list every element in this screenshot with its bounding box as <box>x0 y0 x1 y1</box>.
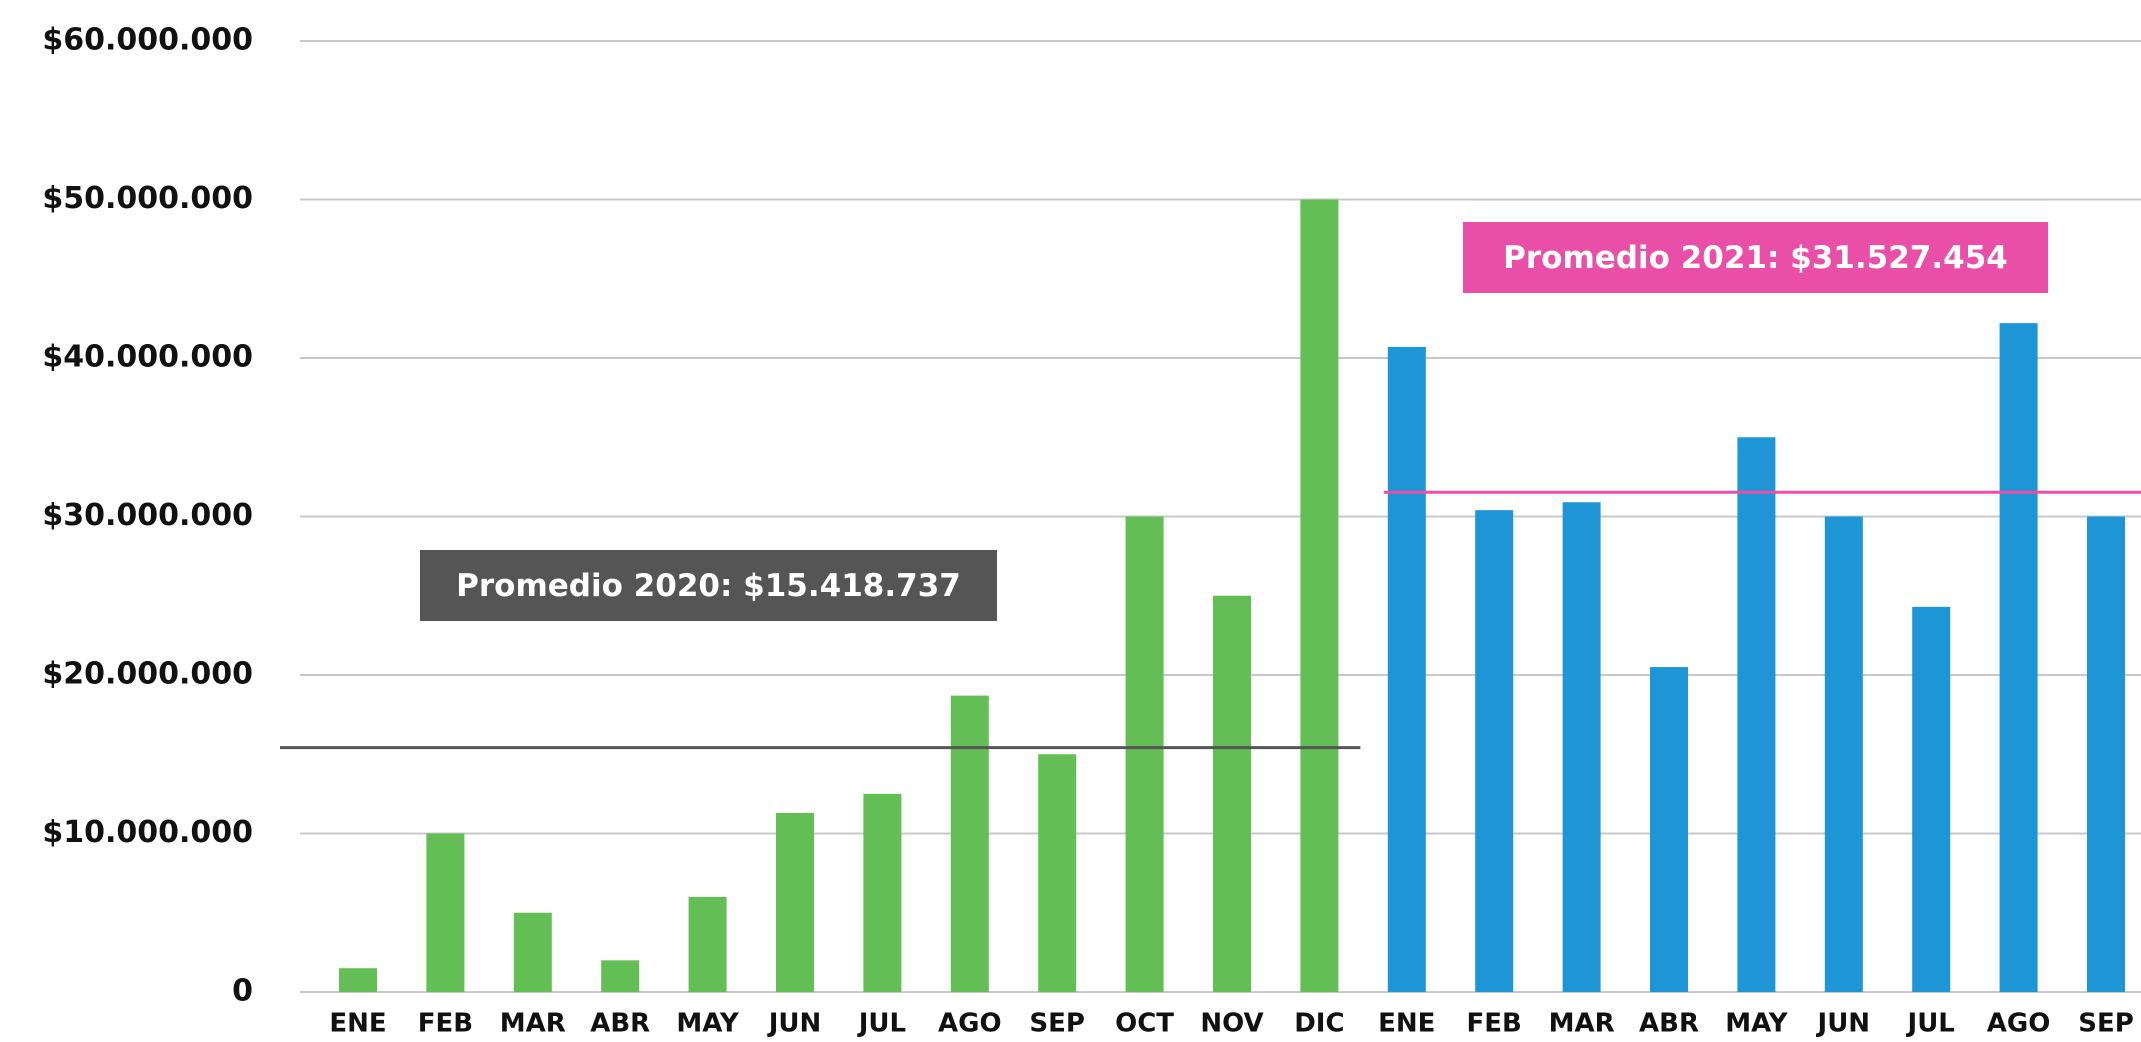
average-label-box <box>420 550 997 621</box>
x-tick-label: DIC <box>1294 1009 1344 1039</box>
average-label-box <box>1463 222 2048 293</box>
y-tick-label: $10.000.000 <box>42 815 253 850</box>
bar <box>601 960 640 992</box>
bar <box>1562 502 1601 992</box>
x-tick-label: OCT <box>1115 1009 1174 1039</box>
x-tick-label: ABR <box>1639 1009 1699 1039</box>
bar <box>950 695 989 992</box>
bar <box>1213 595 1251 992</box>
x-tick-label: AGO <box>938 1009 1002 1039</box>
bar <box>1038 754 1077 992</box>
bar <box>1999 323 2038 992</box>
bar <box>863 793 902 992</box>
y-tick-label: $50.000.000 <box>42 181 253 216</box>
bar <box>513 912 552 992</box>
x-tick-label: FEB <box>1467 1009 1522 1039</box>
x-tick-label: AGO <box>1987 1009 2051 1039</box>
x-tick-label: JUL <box>1906 1009 1955 1039</box>
x-tick-label: JUL <box>857 1009 906 1039</box>
y-tick-label: 0 <box>232 974 253 1009</box>
x-tick-label: SEP <box>1029 1009 1085 1039</box>
x-tick-label: FEB <box>418 1009 473 1039</box>
y-tick-label: $30.000.000 <box>42 498 253 533</box>
bar <box>688 896 727 992</box>
y-tick-label: $60.000.000 <box>42 23 253 58</box>
x-tick-label: NOV <box>1200 1009 1263 1039</box>
bar <box>1300 199 1339 992</box>
bar <box>1824 516 1863 992</box>
x-tick-label: SEP <box>2078 1009 2134 1039</box>
bar <box>2087 516 2125 992</box>
average-label: Promedio 2021: $31.527.454 <box>1503 240 2008 276</box>
bar <box>339 968 377 992</box>
bar <box>1650 667 1688 992</box>
x-tick-label: MAY <box>676 1009 740 1039</box>
bar <box>1912 606 1951 992</box>
x-tick-label: ENE <box>1378 1009 1435 1039</box>
x-tick-label: MAR <box>1549 1009 1615 1039</box>
x-tick-label: MAR <box>500 1009 566 1039</box>
y-tick-label: $40.000.000 <box>42 340 253 375</box>
x-tick-label: JUN <box>767 1009 822 1039</box>
bar <box>1475 510 1514 992</box>
bar <box>776 812 814 992</box>
y-tick-label: $20.000.000 <box>42 657 253 692</box>
bar <box>1125 516 1164 992</box>
x-tick-label: MAY <box>1725 1009 1789 1039</box>
x-tick-label: ABR <box>590 1009 650 1039</box>
bar <box>1387 346 1426 992</box>
x-tick-label: JUN <box>1816 1009 1871 1039</box>
bar <box>1737 437 1776 992</box>
x-tick-label: ENE <box>329 1009 386 1039</box>
average-label: Promedio 2020: $15.418.737 <box>456 568 961 604</box>
bar <box>426 833 465 992</box>
